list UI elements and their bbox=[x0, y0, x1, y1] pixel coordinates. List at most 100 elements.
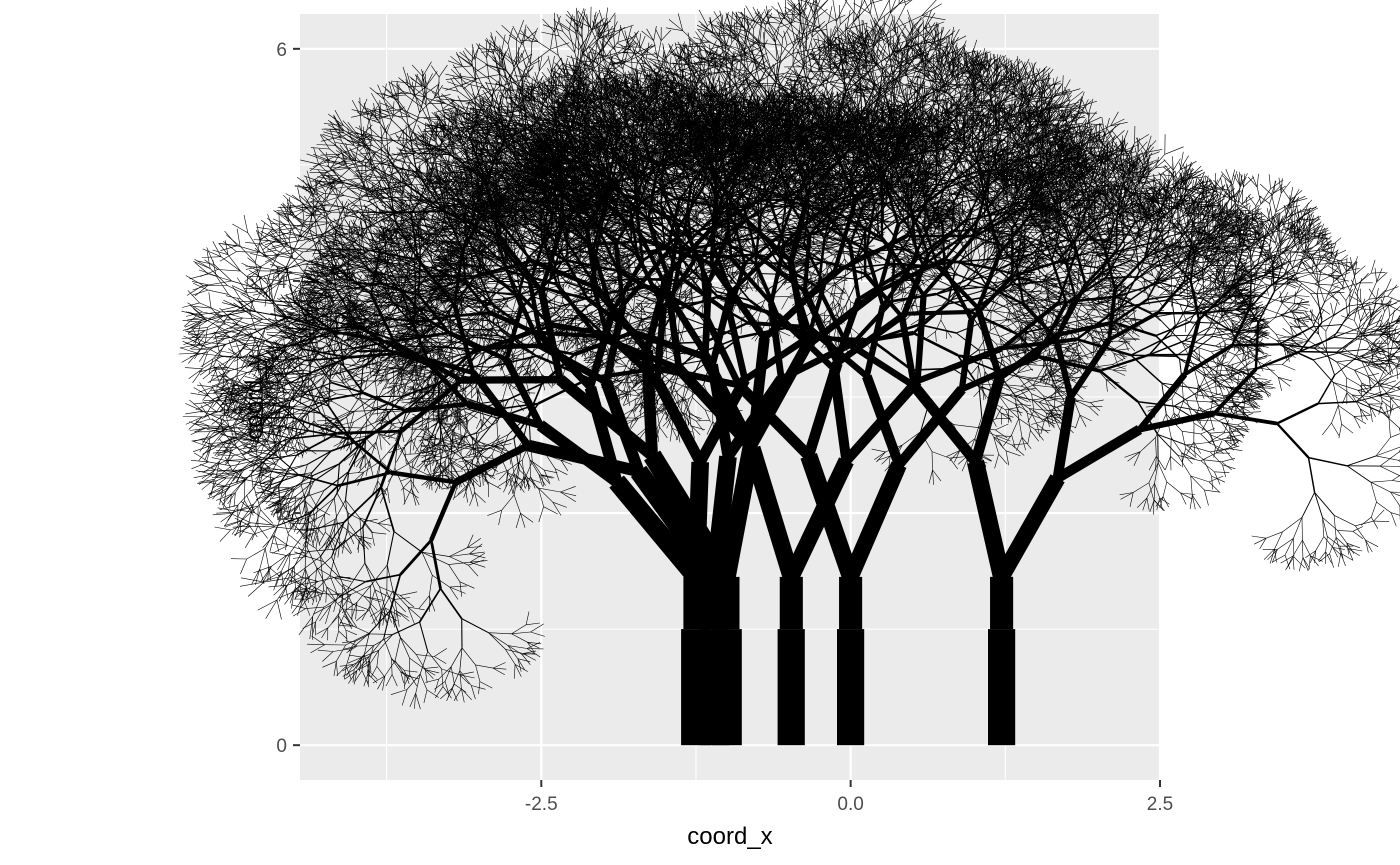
tree-branch bbox=[263, 478, 275, 488]
tree-branch bbox=[265, 397, 276, 403]
tree-branch bbox=[340, 341, 345, 366]
tree-branch bbox=[347, 437, 368, 472]
tree-branch bbox=[277, 504, 280, 519]
tree-branch bbox=[305, 501, 309, 514]
tree-branch bbox=[421, 242, 428, 257]
tree-branch bbox=[318, 539, 330, 551]
tree-branch bbox=[274, 495, 287, 505]
tree-branch bbox=[272, 469, 286, 481]
tree-branch bbox=[280, 440, 291, 451]
tree-branch bbox=[289, 441, 296, 453]
tree-branch bbox=[290, 473, 314, 476]
tree-branch bbox=[279, 487, 293, 500]
tree-branch bbox=[344, 539, 352, 554]
tree-branch bbox=[314, 525, 324, 536]
tree-branch bbox=[249, 455, 262, 458]
tree-branch bbox=[339, 541, 352, 555]
tree-branch bbox=[239, 440, 256, 447]
tree-branch bbox=[348, 522, 360, 539]
tree-branch bbox=[274, 473, 291, 479]
tree-branch bbox=[298, 505, 302, 519]
tree-branch bbox=[308, 514, 325, 524]
tree-branch bbox=[311, 450, 332, 473]
tree-branch bbox=[293, 384, 306, 388]
tree-branch bbox=[336, 493, 349, 514]
tree-branch bbox=[301, 490, 325, 499]
tree-branch bbox=[267, 480, 273, 493]
tree-branch bbox=[307, 398, 331, 414]
tree-branch bbox=[314, 497, 335, 515]
tree-branch bbox=[323, 471, 350, 491]
tree-branch bbox=[288, 512, 295, 525]
tree-branch bbox=[262, 394, 272, 403]
tree-branch bbox=[259, 473, 271, 483]
tree-branch bbox=[310, 376, 324, 386]
tree-branch bbox=[324, 514, 326, 533]
tree-branch bbox=[261, 462, 276, 465]
tree-branch bbox=[289, 382, 307, 395]
tree-branch bbox=[273, 417, 285, 426]
tree-branch bbox=[304, 494, 307, 512]
tree-branch bbox=[289, 505, 300, 514]
tree-branch bbox=[354, 535, 366, 550]
tree-branch bbox=[360, 536, 372, 548]
tree-branch bbox=[295, 406, 308, 421]
tree-branch bbox=[378, 523, 393, 526]
tree-branch bbox=[244, 439, 259, 443]
tree-branch bbox=[312, 463, 340, 476]
tree-branch bbox=[318, 532, 326, 545]
tree-branch bbox=[301, 384, 306, 396]
tree-branch bbox=[285, 485, 302, 497]
tree-branch bbox=[266, 396, 272, 409]
tree-branch bbox=[237, 446, 256, 450]
tree-branch bbox=[307, 450, 332, 465]
tree-branch bbox=[262, 500, 278, 503]
tree-branch bbox=[609, 475, 704, 583]
tree-branch bbox=[308, 493, 318, 509]
tree-branch bbox=[263, 431, 278, 433]
tree-branch bbox=[316, 391, 324, 402]
tree-branch bbox=[250, 457, 262, 463]
tree-branch bbox=[273, 392, 287, 400]
tree-branch bbox=[333, 497, 338, 523]
tree-branch bbox=[312, 531, 317, 546]
tree-branch bbox=[283, 420, 297, 426]
tree-branch bbox=[268, 483, 279, 491]
tree-branch bbox=[336, 522, 355, 536]
tree-branch bbox=[359, 518, 362, 537]
tree-branch bbox=[371, 532, 387, 535]
tree-branch bbox=[359, 258, 370, 269]
tree-branch bbox=[244, 442, 259, 446]
tree-branch bbox=[342, 259, 350, 275]
tree-branch bbox=[306, 367, 317, 380]
tree-branch bbox=[282, 495, 297, 507]
tree-branch bbox=[358, 537, 372, 545]
tree-branch bbox=[325, 531, 336, 542]
tree-branch bbox=[270, 467, 288, 472]
tree-branch bbox=[285, 487, 293, 504]
tree-branch bbox=[279, 506, 283, 519]
tree-branch bbox=[304, 480, 315, 502]
tree-branch bbox=[295, 445, 300, 458]
tree-branch bbox=[264, 417, 276, 419]
tree-branch bbox=[292, 419, 294, 432]
tree-branch bbox=[344, 471, 350, 501]
tree-branch bbox=[295, 480, 315, 497]
tree-branch bbox=[287, 488, 295, 506]
tree-branch bbox=[255, 442, 277, 447]
tree-branch bbox=[285, 445, 296, 454]
tree-branch bbox=[335, 499, 346, 520]
tree-branch bbox=[304, 446, 317, 455]
tree-branch bbox=[364, 521, 374, 533]
tree-branch bbox=[287, 506, 292, 519]
tree-branch bbox=[287, 464, 308, 472]
tree-branch bbox=[293, 391, 307, 407]
tree-branch bbox=[337, 541, 341, 558]
tree-branch bbox=[317, 507, 331, 516]
tree-branch bbox=[285, 503, 290, 518]
tree-branch bbox=[302, 501, 306, 515]
tree-branch bbox=[313, 490, 325, 510]
tree-branch bbox=[259, 460, 271, 469]
tree-branch bbox=[365, 409, 407, 440]
tree-branch bbox=[345, 499, 361, 519]
